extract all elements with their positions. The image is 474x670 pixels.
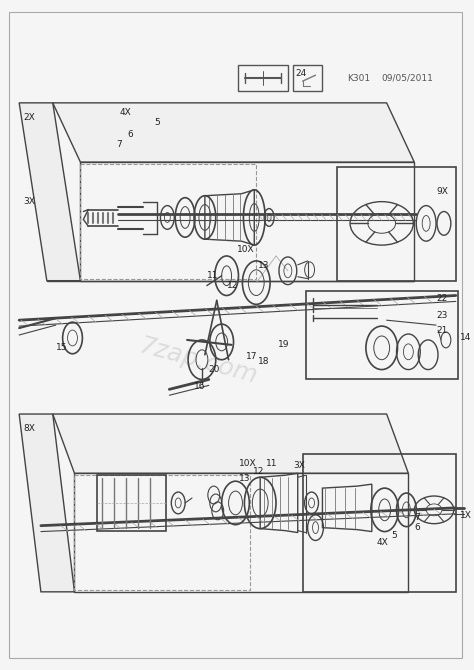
Text: 2X: 2X <box>23 113 35 122</box>
Text: 09/05/2011: 09/05/2011 <box>382 74 434 82</box>
Text: 12: 12 <box>227 281 238 290</box>
Text: 7zap.com: 7zap.com <box>136 334 260 389</box>
Text: 10X: 10X <box>238 459 256 468</box>
Text: K301: K301 <box>347 74 370 82</box>
Text: 23: 23 <box>436 311 447 320</box>
Text: 6: 6 <box>128 130 134 139</box>
Text: 19: 19 <box>278 340 290 349</box>
Text: 13: 13 <box>238 474 250 483</box>
Text: 15: 15 <box>56 343 67 352</box>
Text: 5: 5 <box>155 118 160 127</box>
Text: 4X: 4X <box>377 538 389 547</box>
Text: 7: 7 <box>116 140 122 149</box>
Text: 3X: 3X <box>23 197 35 206</box>
Text: 4X: 4X <box>120 109 132 117</box>
Text: 18: 18 <box>258 357 270 366</box>
Text: 1X: 1X <box>460 511 472 521</box>
Text: 9X: 9X <box>436 187 448 196</box>
Text: 5: 5 <box>392 531 397 540</box>
Polygon shape <box>19 103 81 281</box>
Text: 10X: 10X <box>237 245 254 253</box>
Text: 12: 12 <box>253 467 264 476</box>
Polygon shape <box>53 103 414 162</box>
Text: 6: 6 <box>414 523 420 532</box>
Text: 11: 11 <box>266 459 278 468</box>
Text: 13: 13 <box>258 261 270 271</box>
Text: 17: 17 <box>246 352 258 361</box>
Text: 24: 24 <box>296 69 307 78</box>
Text: 8X: 8X <box>23 424 35 433</box>
Polygon shape <box>19 414 74 592</box>
Text: 22: 22 <box>436 294 447 303</box>
Text: 7: 7 <box>414 513 420 522</box>
Text: 16: 16 <box>194 382 206 391</box>
Text: 14: 14 <box>460 334 471 342</box>
Text: 20: 20 <box>209 365 220 374</box>
Text: 11: 11 <box>207 271 219 280</box>
Text: 21: 21 <box>436 326 447 334</box>
Polygon shape <box>53 414 409 473</box>
Text: 3X: 3X <box>293 461 305 470</box>
